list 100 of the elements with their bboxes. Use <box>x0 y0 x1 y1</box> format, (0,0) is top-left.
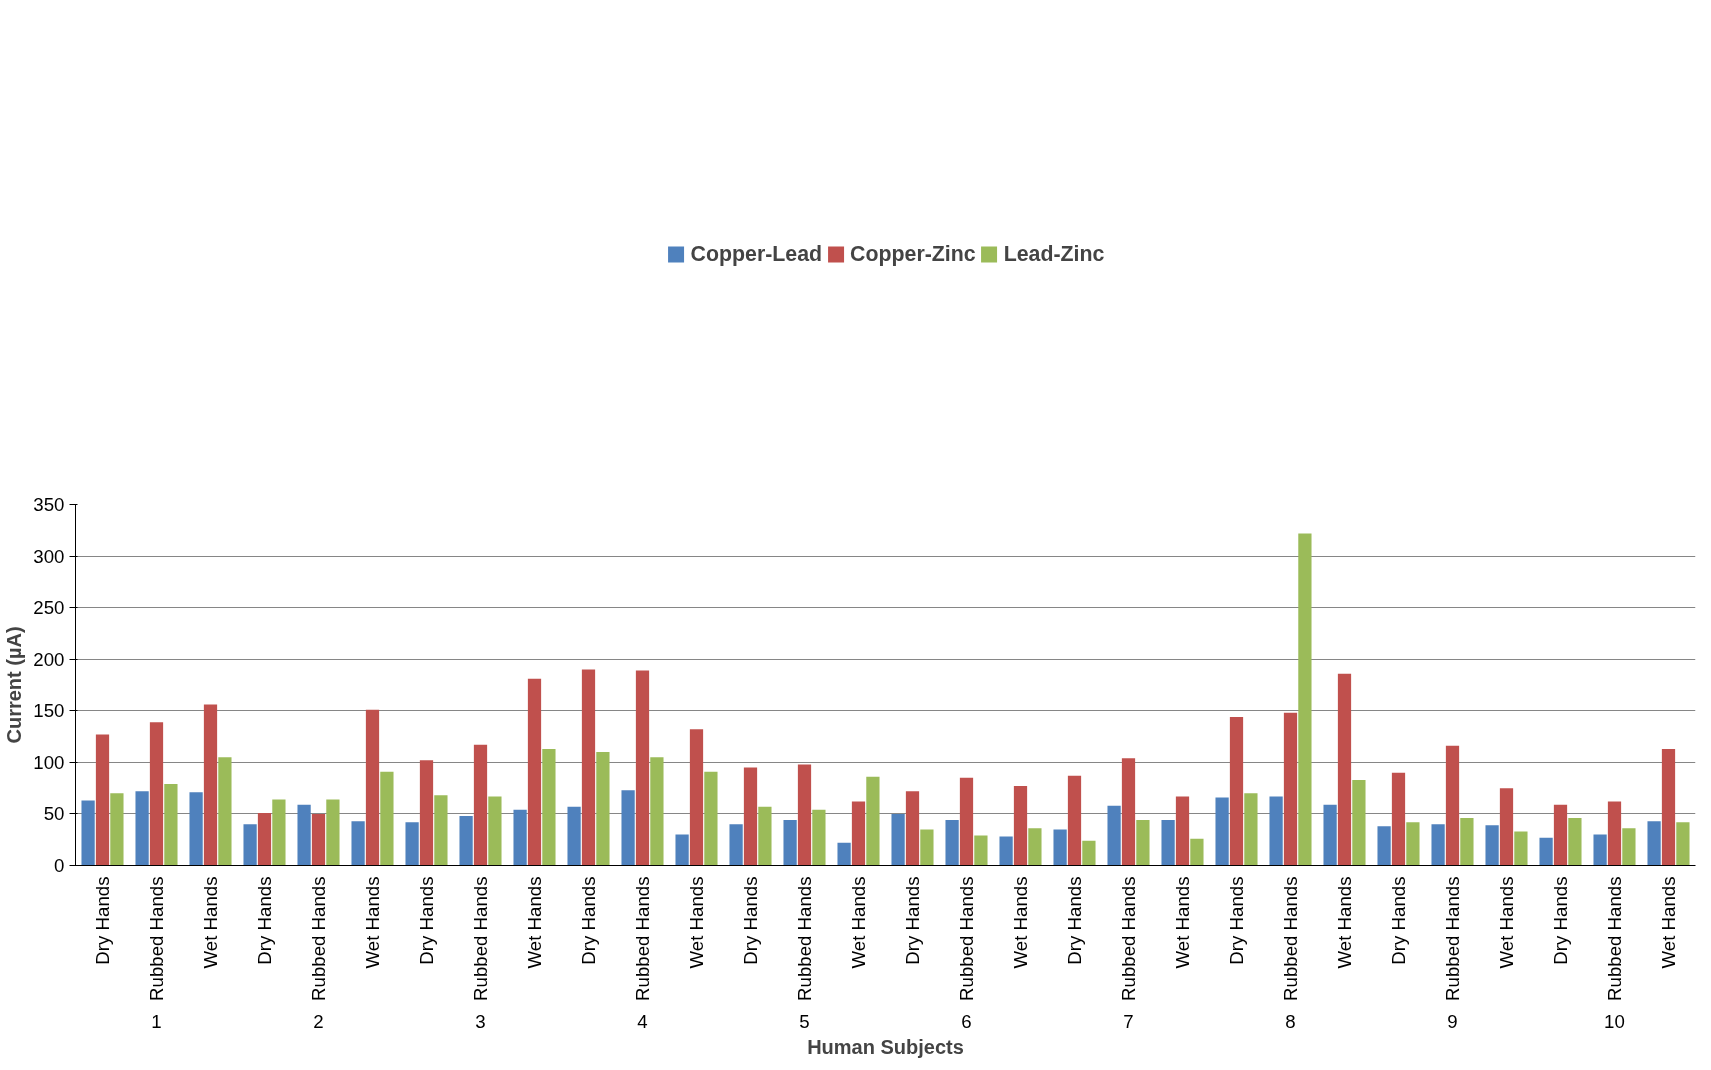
bar <box>419 760 434 866</box>
y-tick-label: 200 <box>33 648 65 670</box>
bar <box>1391 772 1406 866</box>
bar <box>1215 797 1229 866</box>
legend-label: Lead-Zinc <box>1003 241 1105 267</box>
bar <box>473 744 488 866</box>
bar <box>567 806 581 866</box>
bar <box>812 809 826 866</box>
bar <box>1607 801 1622 866</box>
x-tick-label: Wet Hands <box>524 876 545 969</box>
bar <box>959 777 974 866</box>
bar <box>1676 822 1690 866</box>
bar <box>110 793 124 866</box>
bar <box>1553 804 1568 866</box>
bar <box>243 824 257 866</box>
bar <box>596 752 610 866</box>
legend-label: Copper-Lead <box>690 241 823 267</box>
bar <box>365 709 380 866</box>
bar <box>1485 825 1499 866</box>
bar <box>891 813 905 866</box>
y-tick-label: 350 <box>33 494 65 515</box>
bar <box>635 670 650 866</box>
bar <box>1352 779 1366 866</box>
bar <box>1229 716 1244 866</box>
bar <box>380 771 394 866</box>
bar <box>1298 533 1312 866</box>
bar <box>1190 838 1204 866</box>
bar <box>1082 840 1096 866</box>
bar <box>704 771 718 866</box>
x-tick-label: Rubbed Hands <box>1280 876 1301 1001</box>
x-tick-label: Dry Hands <box>578 876 599 965</box>
x-tick-label: Rubbed Hands <box>794 876 815 1001</box>
bar <box>1323 804 1337 866</box>
bar <box>1514 831 1528 866</box>
y-tick-label: 50 <box>43 803 65 825</box>
x-tick-label: Rubbed Hands <box>470 876 491 1001</box>
bar <box>218 757 232 866</box>
bar <box>621 790 635 866</box>
bar <box>1136 820 1150 866</box>
bar <box>974 835 988 866</box>
bar <box>920 829 934 866</box>
x-tick-label: Rubbed Hands <box>632 876 653 1001</box>
bar <box>488 796 502 866</box>
x-tick-label: Wet Hands <box>1010 876 1031 969</box>
y-tick-label: 300 <box>33 545 65 567</box>
bar <box>1269 796 1283 866</box>
x-tick-label: Rubbed Hands <box>1442 876 1463 1001</box>
bar <box>1175 796 1190 866</box>
text: 8 <box>1285 1010 1296 1032</box>
bar <box>1622 828 1636 866</box>
bar <box>135 791 149 866</box>
x-tick-label: Wet Hands <box>1334 876 1355 969</box>
y-tick-label: 0 <box>54 855 65 876</box>
bar <box>650 757 664 866</box>
bar <box>95 734 110 866</box>
text: 6 <box>961 1010 972 1032</box>
x-tick-label: Wet Hands <box>1496 876 1517 969</box>
text: 1 <box>151 1010 162 1032</box>
x-tick-label: Dry Hands <box>416 876 437 965</box>
bar <box>866 776 880 866</box>
bar <box>351 821 365 866</box>
x-axis-title: Human Subjects <box>807 1035 964 1058</box>
x-tick-label: Dry Hands <box>254 876 275 965</box>
bar <box>434 795 448 866</box>
bar <box>1431 824 1445 866</box>
x-tick-label: Wet Hands <box>686 876 707 969</box>
bar <box>999 836 1013 866</box>
y-tick-label: 250 <box>33 597 65 619</box>
bar <box>851 801 866 866</box>
bar <box>1593 834 1607 866</box>
x-tick-label: Wet Hands <box>362 876 383 969</box>
bar <box>189 792 203 866</box>
bar <box>542 748 556 866</box>
bar <box>1445 745 1460 866</box>
bar <box>1161 820 1175 866</box>
bar <box>272 799 286 866</box>
x-tick-label: Wet Hands <box>848 876 869 969</box>
bar <box>905 791 920 866</box>
text: 3 <box>475 1010 486 1032</box>
x-tick-label: Wet Hands <box>1172 876 1193 969</box>
bar <box>1337 673 1352 866</box>
bar <box>149 722 164 866</box>
bar <box>1053 829 1067 866</box>
bar <box>1107 805 1121 866</box>
bar <box>945 820 959 866</box>
bar <box>675 834 689 866</box>
bar <box>1406 822 1420 866</box>
y-tick-label: 100 <box>33 751 65 773</box>
x-tick-label: Wet Hands <box>200 876 221 969</box>
x-tick-label: Rubbed Hands <box>146 876 167 1001</box>
bar <box>1244 793 1258 866</box>
bar <box>405 822 419 866</box>
bar <box>1067 775 1082 866</box>
bar <box>1568 818 1582 866</box>
y-axis-title: Current (µA) <box>3 626 26 744</box>
bar <box>459 815 473 866</box>
bar <box>257 812 272 866</box>
legend-label: Copper-Zinc <box>850 241 976 267</box>
bar <box>783 820 797 866</box>
x-tick-label: Dry Hands <box>92 876 113 965</box>
